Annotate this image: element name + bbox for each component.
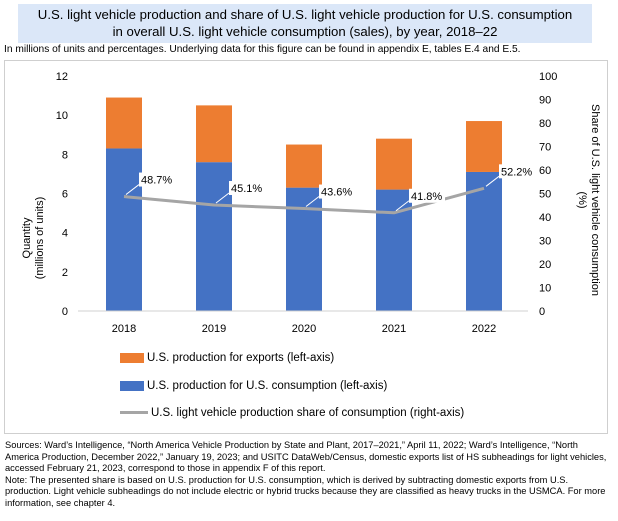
chart-title: U.S. light vehicle production and share … xyxy=(18,4,592,43)
left-tick-label: 0 xyxy=(62,306,68,318)
chart-frame xyxy=(4,60,608,434)
right-tick-label: 20 xyxy=(539,259,551,271)
data-label-leader xyxy=(305,196,320,207)
share-line xyxy=(123,186,485,215)
right-tick-label: 50 xyxy=(539,189,551,201)
x-tick-label: 2022 xyxy=(472,323,496,335)
left-tick-label: 10 xyxy=(56,110,68,122)
left-tick-label: 4 xyxy=(62,228,68,240)
bar-consumption xyxy=(196,162,232,311)
data-label: 48.7% xyxy=(141,175,172,187)
bar-exports xyxy=(466,121,502,172)
right-tick-label: 60 xyxy=(539,165,551,177)
note-text: Note: The presented share is based on U.… xyxy=(5,474,606,508)
data-label-background xyxy=(139,172,175,187)
sources-text: Sources: Ward’s Intelligence, “North Ame… xyxy=(5,440,607,474)
left-tick-label: 6 xyxy=(62,189,68,201)
right-tick-label: 0 xyxy=(539,306,545,318)
x-tick-label: 2018 xyxy=(112,323,136,335)
bar-consumption xyxy=(466,171,502,311)
data-label-leader xyxy=(215,192,230,204)
data-label: 43.6% xyxy=(321,187,352,199)
chart-title-line-2: in overall U.S. light vehicle consumptio… xyxy=(112,24,498,39)
left-axis-title: Quantity (millions of units) xyxy=(21,197,47,280)
legend-item-exports: U.S. production for exports (left-axis) xyxy=(120,352,334,364)
bar-consumption xyxy=(286,187,322,311)
data-label-background xyxy=(229,181,265,196)
right-tick-label: 70 xyxy=(539,142,551,154)
left-tick-label: 12 xyxy=(56,71,68,83)
bar-exports xyxy=(376,138,412,190)
data-label-background xyxy=(499,164,535,179)
x-tick-label: 2020 xyxy=(292,323,316,335)
legend-label-exports: U.S. production for exports (left-axis) xyxy=(147,352,335,364)
legend-swatch-consumption xyxy=(120,380,144,391)
right-tick-label: 10 xyxy=(539,283,551,295)
legend-label-consumption: U.S. production for U.S. consumption (le… xyxy=(147,380,388,392)
chart-plot: 0 2 4 6 8 10 12 0 10 20 30 40 50 60 70 80 90 100 2018 2019 2… xyxy=(56,71,558,335)
right-axis-title-line-1: Share of U.S. light vehicle consumption xyxy=(589,104,601,296)
x-tick-label: 2019 xyxy=(202,323,226,335)
data-label-background xyxy=(319,184,355,199)
chart-title-line-1: U.S. light vehicle production and share … xyxy=(37,7,573,22)
chart-subtitle: In millions of units and percentages. Un… xyxy=(4,44,521,55)
right-axis-title: Share of U.S. light vehicle consumption … xyxy=(575,104,601,296)
data-label: 52.2% xyxy=(501,166,532,178)
data-label-leader xyxy=(125,184,140,195)
right-axis-title-line-2: (%) xyxy=(576,191,588,209)
left-axis-title-line-2: (millions of units) xyxy=(34,196,46,280)
x-tick-label: 2021 xyxy=(382,323,406,335)
left-axis-title-line-1: Quantity xyxy=(21,217,33,259)
legend-item-consumption: U.S. production for U.S. consumption (le… xyxy=(120,380,387,392)
right-tick-label: 30 xyxy=(539,236,551,248)
bar-exports xyxy=(196,105,232,163)
legend-label-share: U.S. light vehicle production share of c… xyxy=(151,407,465,419)
right-tick-label: 100 xyxy=(539,71,557,83)
data-label: 45.1% xyxy=(231,183,262,195)
data-label-leader xyxy=(395,200,410,212)
data-label: 41.8% xyxy=(411,191,442,203)
right-tick-label: 90 xyxy=(539,95,551,107)
data-label-background xyxy=(409,188,445,203)
bar-exports xyxy=(286,144,322,188)
right-tick-label: 40 xyxy=(539,212,551,224)
source-notes: Sources: Ward’s Intelligence, “North Ame… xyxy=(5,440,611,510)
bar-consumption xyxy=(106,148,142,311)
legend-item-share: U.S. light vehicle production share of c… xyxy=(120,407,464,419)
data-label-leader xyxy=(485,175,500,187)
left-tick-label: 8 xyxy=(62,149,68,161)
left-tick-label: 2 xyxy=(62,267,68,279)
right-tick-label: 80 xyxy=(539,118,551,130)
bar-exports xyxy=(106,97,142,149)
legend-swatch-exports xyxy=(120,352,144,363)
legend-swatch-share xyxy=(120,411,148,415)
